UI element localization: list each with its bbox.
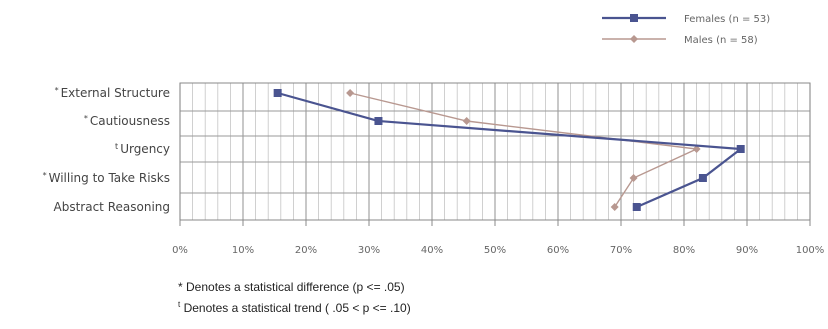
data-point <box>346 89 355 97</box>
category-text: External Structure <box>61 86 170 100</box>
data-point <box>736 145 745 153</box>
category-label: * External Structure <box>55 86 170 100</box>
category-label: t Urgency <box>115 142 170 156</box>
category-label: Abstract Reasoning <box>54 200 170 214</box>
data-point <box>692 145 701 153</box>
data-point <box>698 174 707 182</box>
legend-marker <box>630 35 638 43</box>
footnote-trend: t Denotes a statistical trend ( .05 < p … <box>178 300 411 315</box>
data-point <box>610 203 619 211</box>
x-tick-label: 90% <box>736 245 758 256</box>
data-point <box>629 174 638 182</box>
footnote-trend-text: Denotes a statistical trend ( .05 < p <=… <box>183 301 411 315</box>
x-tick-label: 20% <box>295 245 317 256</box>
x-tick-label: 40% <box>421 245 443 256</box>
x-tick-label: 100% <box>796 245 825 256</box>
footnote-trend-marker: t <box>178 300 181 309</box>
footnote-difference-marker: * <box>178 280 183 294</box>
x-tick-label: 0% <box>172 245 188 256</box>
category-label: * Willing to Take Risks <box>43 171 170 185</box>
category-text: Cautiousness <box>90 114 170 128</box>
series-females <box>273 89 745 211</box>
footnote-difference: * Denotes a statistical difference (p <=… <box>178 280 405 294</box>
plot-grid <box>179 82 811 221</box>
x-tick-label: 10% <box>232 245 254 256</box>
x-tick-label: 30% <box>358 245 380 256</box>
category-marker: t <box>115 142 118 151</box>
series-males <box>346 89 701 211</box>
data-point <box>462 117 471 125</box>
x-tick-label: 60% <box>547 245 569 256</box>
legend-marker <box>630 14 638 22</box>
data-point <box>632 203 641 211</box>
category-label: * Cautiousness <box>84 114 170 128</box>
data-point <box>374 117 383 125</box>
category-text: Urgency <box>120 142 170 156</box>
x-tick-label: 70% <box>610 245 632 256</box>
legend: Females (n = 53) Males (n = 58) <box>602 14 770 46</box>
category-text: Willing to Take Risks <box>49 171 170 185</box>
category-marker: * <box>84 114 88 123</box>
data-point <box>273 89 282 97</box>
category-marker: * <box>55 86 59 95</box>
x-tick-label: 80% <box>673 245 695 256</box>
category-marker: * <box>43 171 47 180</box>
legend-label: Males (n = 58) <box>684 35 758 46</box>
footnote-difference-text: Denotes a statistical difference (p <= .… <box>186 280 405 294</box>
x-tick-label: 50% <box>484 245 506 256</box>
legend-label: Females (n = 53) <box>684 14 770 25</box>
series-line <box>349 92 700 208</box>
